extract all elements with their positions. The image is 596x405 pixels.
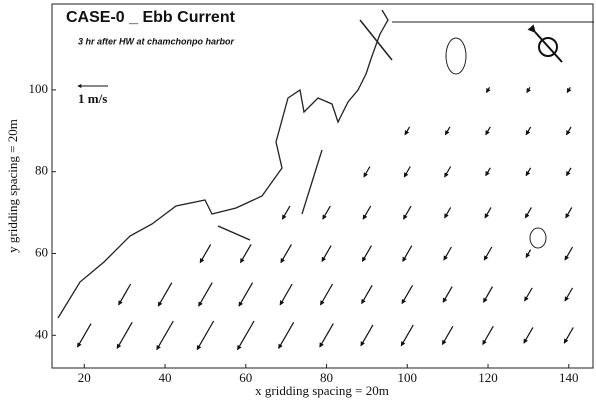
current-vector xyxy=(400,324,414,347)
current-vector xyxy=(441,325,454,346)
current-vector xyxy=(281,205,291,220)
current-vector xyxy=(118,283,132,306)
current-vector xyxy=(280,244,292,264)
pier xyxy=(301,149,323,215)
x-tick-label: 20 xyxy=(78,370,91,385)
current-vector xyxy=(403,166,411,178)
current-vector xyxy=(196,320,215,351)
current-vector xyxy=(485,167,491,177)
current-vector xyxy=(401,284,414,305)
current-vector xyxy=(525,167,532,177)
current-vector xyxy=(563,327,574,344)
current-vector xyxy=(278,321,295,349)
current-vector xyxy=(566,126,572,136)
plot-frame xyxy=(51,3,594,369)
x-tick-label: 40 xyxy=(159,370,172,385)
subtitle: 3 hr after HW at chamchonpo harbor xyxy=(78,36,235,46)
y-tick-label: 40 xyxy=(35,326,48,341)
current-vector xyxy=(483,246,493,261)
current-vector xyxy=(566,167,572,177)
current-vector xyxy=(360,324,374,347)
current-vector xyxy=(322,205,331,220)
current-vector xyxy=(321,245,332,262)
current-vector xyxy=(564,287,574,302)
current-vector xyxy=(156,320,174,351)
coastline xyxy=(57,9,389,319)
current-vector xyxy=(320,283,334,306)
current-vector xyxy=(565,207,573,219)
current-vector xyxy=(362,205,372,220)
current-vector xyxy=(361,284,373,305)
current-vector xyxy=(361,245,372,262)
x-tick-label: 80 xyxy=(320,370,333,385)
current-vector xyxy=(525,126,532,136)
x-tick-label: 140 xyxy=(559,370,579,385)
scale-label: 1 m/s xyxy=(78,91,107,106)
current-vector xyxy=(116,321,133,349)
current-vector xyxy=(240,244,252,264)
y-tick-label: 80 xyxy=(35,163,48,178)
current-vector xyxy=(363,166,371,178)
current-vector xyxy=(566,86,572,94)
current-vector xyxy=(442,286,453,303)
current-vector xyxy=(564,246,574,261)
north-arrow xyxy=(527,24,563,63)
current-vector xyxy=(319,323,334,348)
current-vector xyxy=(443,246,452,261)
current-vector xyxy=(525,249,532,259)
breakwater xyxy=(359,19,393,61)
current-vector xyxy=(482,325,494,346)
current-vector xyxy=(77,323,92,348)
current-vector xyxy=(157,282,173,307)
current-vector xyxy=(403,205,412,220)
current-vector xyxy=(402,245,413,262)
current-vector xyxy=(523,327,534,344)
current-vector xyxy=(199,244,212,264)
island xyxy=(445,37,467,75)
current-vector xyxy=(485,126,491,136)
current-vector xyxy=(444,126,451,136)
x-tick-label: 60 xyxy=(239,370,252,385)
current-vector xyxy=(484,207,492,219)
current-vector xyxy=(279,283,293,306)
x-axis-label: x gridding spacing = 20m xyxy=(255,383,389,398)
current-vector xyxy=(238,282,254,307)
current-vector xyxy=(404,126,411,136)
current-vector xyxy=(444,207,452,219)
current-vector xyxy=(444,166,452,178)
current-vector xyxy=(486,86,491,94)
y-tick-label: 100 xyxy=(29,81,49,96)
pier xyxy=(217,225,251,241)
x-tick-label: 120 xyxy=(478,370,498,385)
current-vector xyxy=(237,320,255,351)
chart-title: CASE-0 _ Ebb Current xyxy=(66,9,236,26)
current-vector xyxy=(483,286,494,303)
y-axis-label: y gridding spacing = 20m xyxy=(5,119,20,253)
y-tick-label: 60 xyxy=(35,244,48,259)
x-tick-label: 100 xyxy=(398,370,418,385)
current-vector xyxy=(526,86,531,94)
current-vector xyxy=(524,207,532,219)
island xyxy=(529,227,547,249)
current-vector xyxy=(524,287,533,302)
current-vector xyxy=(198,282,213,307)
